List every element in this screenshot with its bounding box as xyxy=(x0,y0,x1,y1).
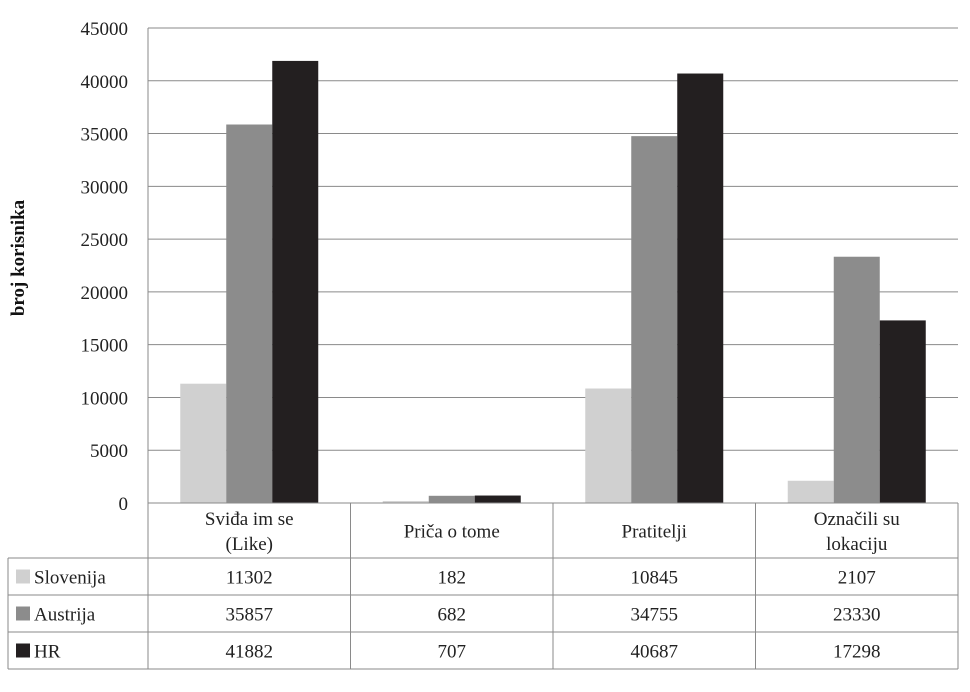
bar-hr-0 xyxy=(272,60,319,503)
table-cell-value: 34755 xyxy=(631,605,679,626)
table-cell-value: 10845 xyxy=(631,568,679,589)
table-cell-value: 35857 xyxy=(226,605,274,626)
y-tick-label: 35000 xyxy=(81,125,129,146)
category-label: Sviđa im se xyxy=(205,509,294,530)
category-label: Priča o tome xyxy=(404,522,500,543)
legend-label-austrija: Austrija xyxy=(34,605,96,626)
legend-swatch-austrija xyxy=(16,606,30,621)
table-cell-value: 23330 xyxy=(833,605,881,626)
category-label: lokaciju xyxy=(826,534,888,555)
table-cell-value: 2107 xyxy=(838,568,876,589)
bar-austrija-2 xyxy=(631,136,678,503)
bar-austrija-3 xyxy=(833,256,880,503)
bar-slovenija-3 xyxy=(787,480,834,503)
legend-label-hr: HR xyxy=(34,642,61,663)
y-tick-label: 5000 xyxy=(90,441,128,462)
data-table: Sviđa im se (Like) Priča o tome Pratitelji O… xyxy=(7,28,959,670)
category-label: Pratitelji xyxy=(622,522,687,543)
table-cell-value: 11302 xyxy=(226,568,273,589)
y-tick-label: 20000 xyxy=(81,283,129,304)
bar-slovenija-0 xyxy=(180,383,227,503)
table-cell-value: 40687 xyxy=(631,642,679,663)
legend-label-slovenija: Slovenija xyxy=(34,568,106,589)
bar-austrija-1 xyxy=(428,495,475,503)
table-cell-value: 707 xyxy=(438,642,467,663)
y-tick-label: 10000 xyxy=(81,388,129,409)
table-cell-value: 682 xyxy=(438,605,467,626)
y-tick-label: 0 xyxy=(119,494,129,515)
bar-slovenija-2 xyxy=(585,388,632,503)
legend-swatch-hr xyxy=(16,643,30,658)
bar-hr-1 xyxy=(474,495,521,503)
bar-austrija-0 xyxy=(226,124,273,503)
y-tick-label: 45000 xyxy=(81,19,129,40)
legend-swatch-slovenija xyxy=(16,569,30,584)
table-cell-value: 182 xyxy=(438,568,467,589)
y-tick-label: 40000 xyxy=(81,72,129,93)
category-label: Označili su xyxy=(814,509,901,530)
y-axis-label: broj korisnika xyxy=(8,199,29,316)
bar-hr-2 xyxy=(677,73,724,503)
table-cell-value: 17298 xyxy=(833,642,881,663)
bars xyxy=(180,60,926,503)
y-tick-label: 15000 xyxy=(81,336,129,357)
table-cell-value: 41882 xyxy=(226,642,274,663)
category-label: (Like) xyxy=(226,534,273,555)
y-axis: 0 5000 10000 15000 20000 25000 30000 35000 40000… xyxy=(81,19,129,515)
bar-hr-3 xyxy=(879,320,926,503)
y-tick-label: 25000 xyxy=(81,230,129,251)
y-tick-label: 30000 xyxy=(81,177,129,198)
bar-slovenija-1 xyxy=(382,501,429,503)
